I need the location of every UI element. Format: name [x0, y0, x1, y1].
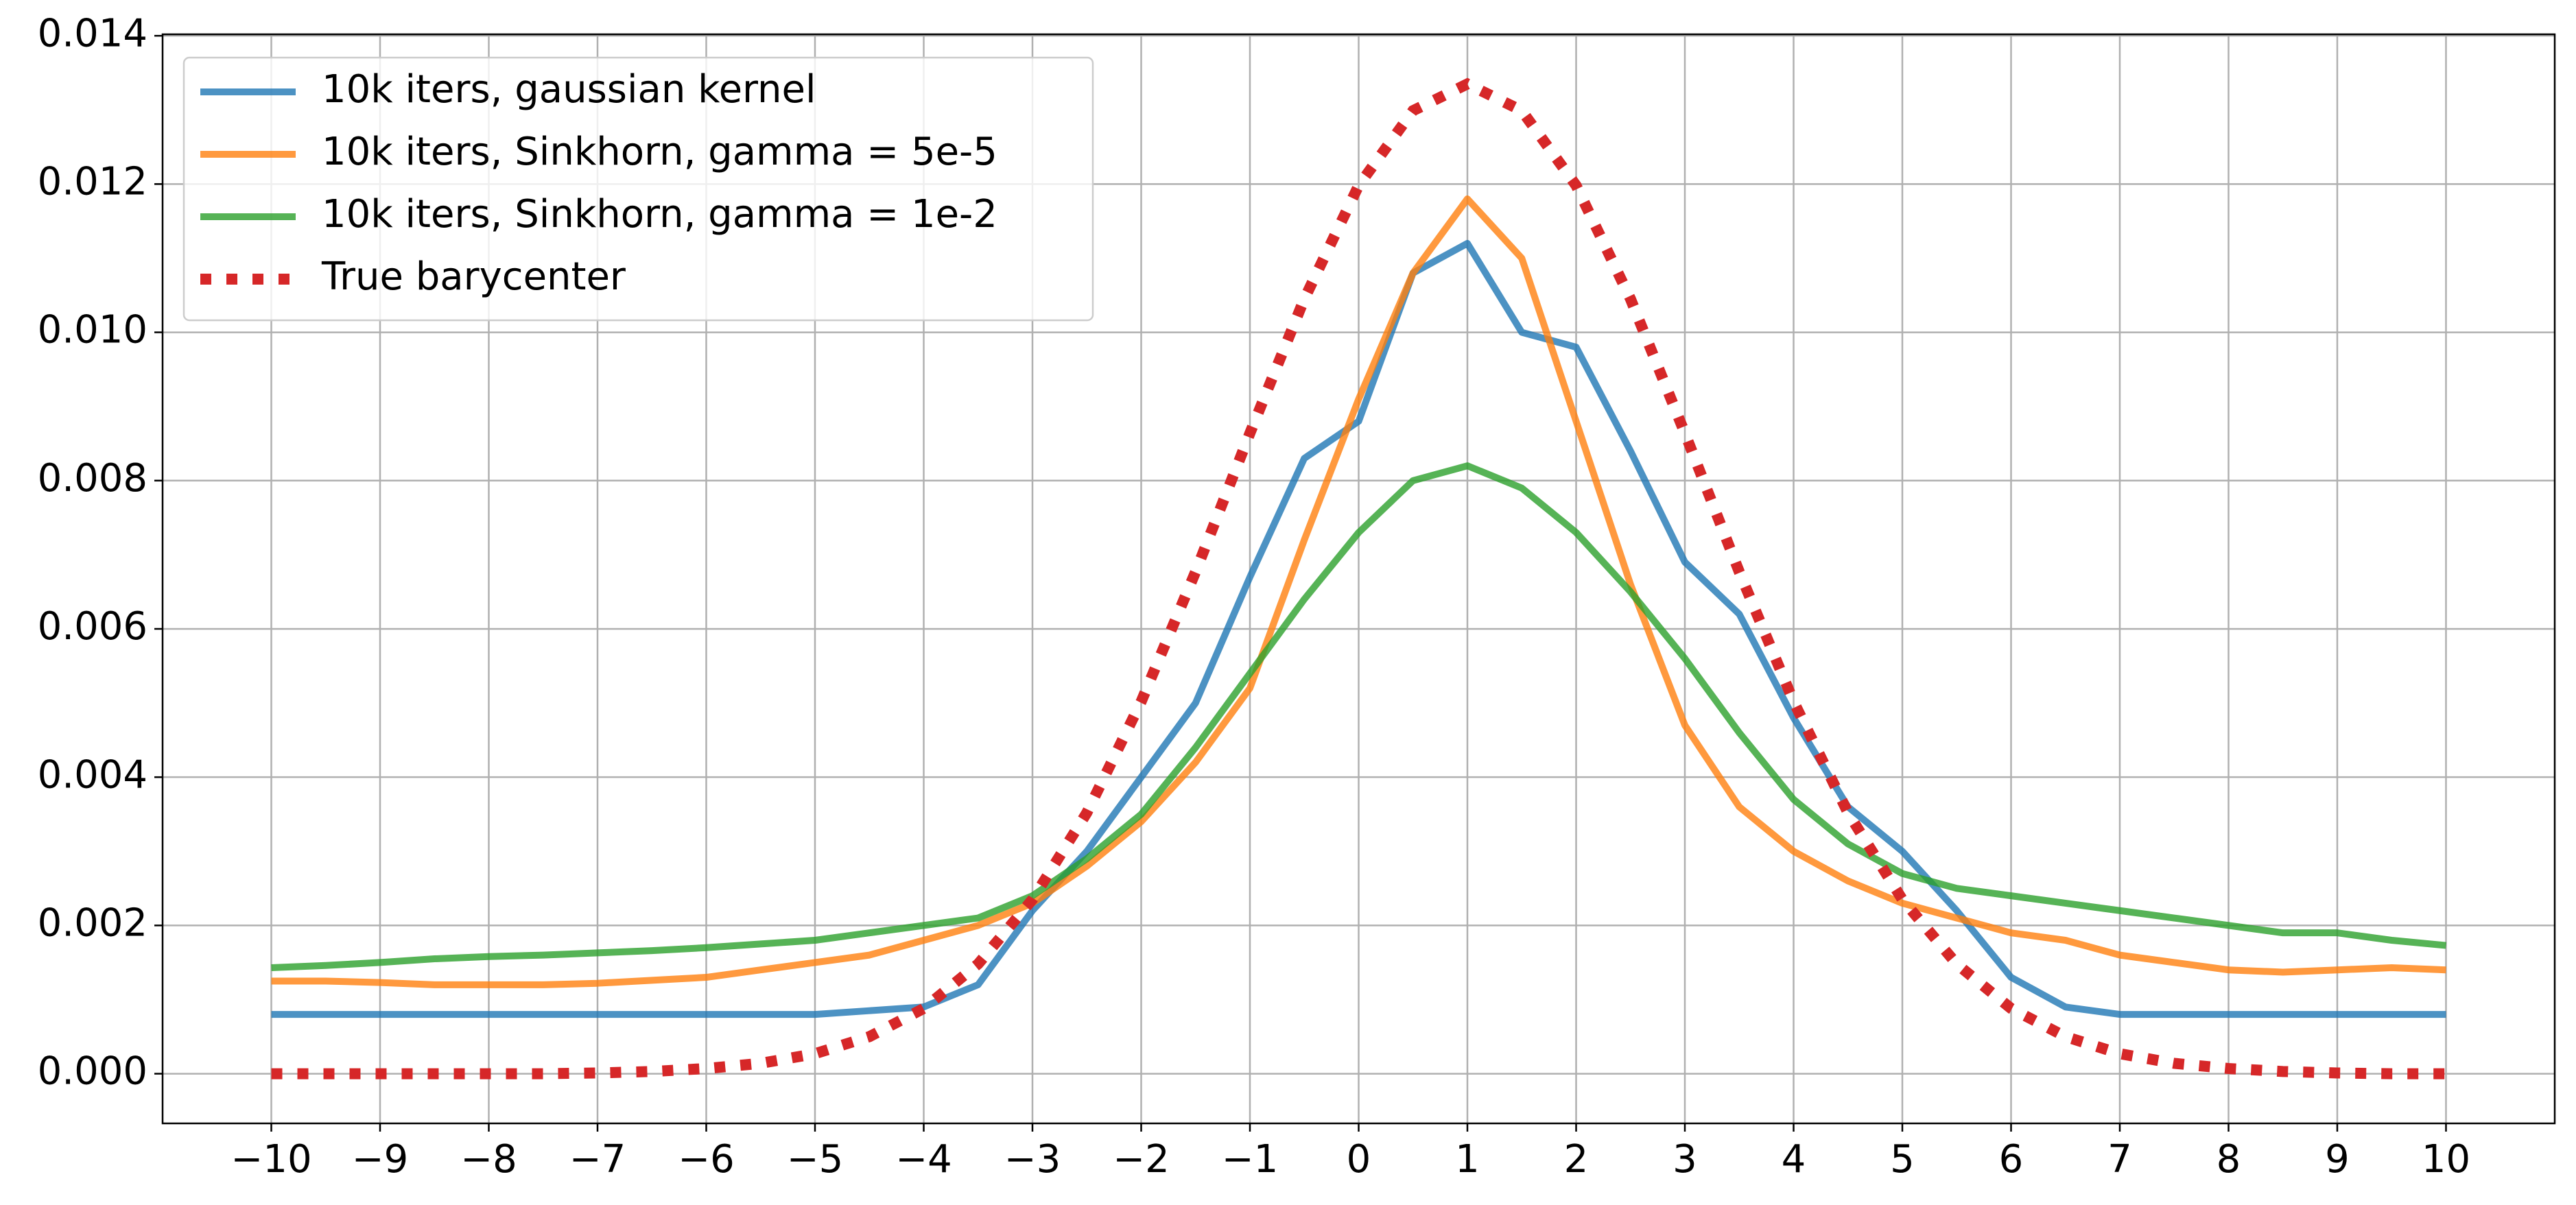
y-tick-label: 0.008: [38, 456, 147, 501]
y-tick-label: 0.014: [38, 11, 147, 56]
x-tick-label: 7: [2107, 1137, 2132, 1182]
x-tick-label: 6: [1999, 1137, 2024, 1182]
legend-label: 10k iters, Sinkhorn, gamma = 1e-2: [322, 192, 997, 237]
x-tick-label: 4: [1782, 1137, 1806, 1182]
x-tick-label: −5: [787, 1137, 844, 1182]
x-tick-label: −9: [352, 1137, 409, 1182]
y-tick-label: 0.004: [38, 752, 147, 797]
x-tick-label: −8: [460, 1137, 517, 1182]
x-tick-label: −10: [231, 1137, 311, 1182]
y-tick-label: 0.006: [38, 604, 147, 649]
y-tick-label: 0.002: [38, 901, 147, 946]
legend-label: True barycenter: [321, 254, 626, 299]
x-tick-label: 5: [1890, 1137, 1915, 1182]
x-tick-label: −4: [895, 1137, 952, 1182]
x-tick-label: −1: [1222, 1137, 1279, 1182]
legend-box: [182, 56, 1094, 322]
series-line: [271, 195, 2446, 988]
series-line: [271, 462, 2446, 971]
x-tick-label: 2: [1564, 1137, 1589, 1182]
y-tick-label: 0.010: [38, 308, 147, 353]
legend-label: 10k iters, Sinkhorn, gamma = 5e-5: [322, 130, 997, 174]
x-tick-label: 3: [1673, 1137, 1697, 1182]
y-tick-label: 0.000: [38, 1049, 147, 1094]
x-tick-label: 1: [1455, 1137, 1480, 1182]
x-tick-label: 8: [2217, 1137, 2241, 1182]
x-tick-label: 0: [1347, 1137, 1371, 1182]
y-tick-label: 0.012: [38, 160, 147, 204]
plot-area: [271, 77, 2446, 1079]
legend: 10k iters, gaussian kernel 10k iters, Sin…: [182, 56, 1094, 322]
legend-label: 10k iters, gaussian kernel: [322, 67, 816, 112]
x-tick-label: 10: [2422, 1137, 2470, 1182]
x-tick-label: −7: [569, 1137, 626, 1182]
ticks: −10 −9 −8 −7 −6 −5 −4 −3 −2 −1 0 1 2 3 4 5 6 7 8 9 100.0000.…: [38, 11, 2470, 1182]
x-tick-label: −6: [678, 1137, 735, 1182]
x-tick-label: −3: [1004, 1137, 1061, 1182]
x-tick-label: −2: [1113, 1137, 1170, 1182]
x-tick-label: 9: [2325, 1137, 2350, 1182]
series-line: [271, 239, 2446, 1018]
